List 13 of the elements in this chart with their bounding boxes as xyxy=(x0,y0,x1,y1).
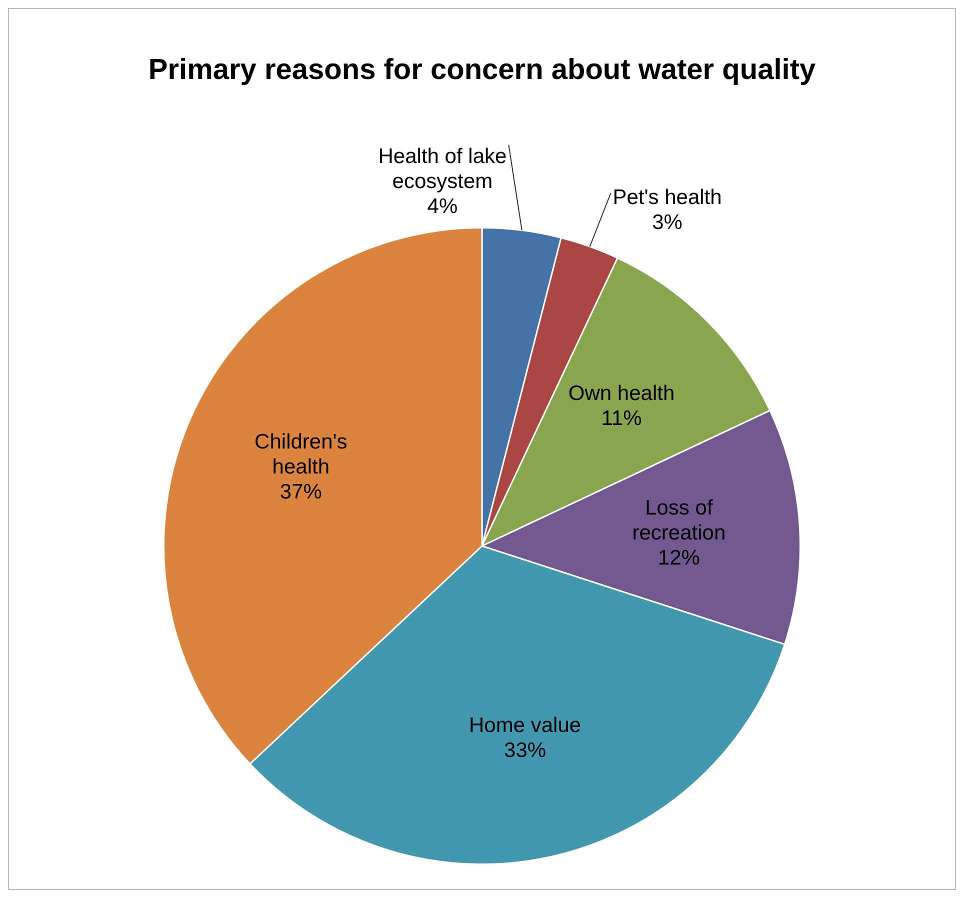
slice-label: Health of lake ecosystem xyxy=(378,145,507,194)
data-label: 12% xyxy=(658,546,700,570)
slice-label: Pet's health xyxy=(612,186,722,209)
slice-label: Children's health xyxy=(254,430,348,478)
data-label: 33% xyxy=(504,738,546,762)
slice-label: Own health xyxy=(568,382,675,405)
chart-title: Primary reasons for concern about water quality xyxy=(148,54,816,86)
slice-label: Home value xyxy=(469,714,582,737)
data-label: 4% xyxy=(427,195,458,218)
slice-label: Loss of recreation xyxy=(632,496,726,544)
data-label: 3% xyxy=(652,210,682,234)
data-label: 11% xyxy=(601,406,642,430)
data-label: 37% xyxy=(280,480,322,504)
